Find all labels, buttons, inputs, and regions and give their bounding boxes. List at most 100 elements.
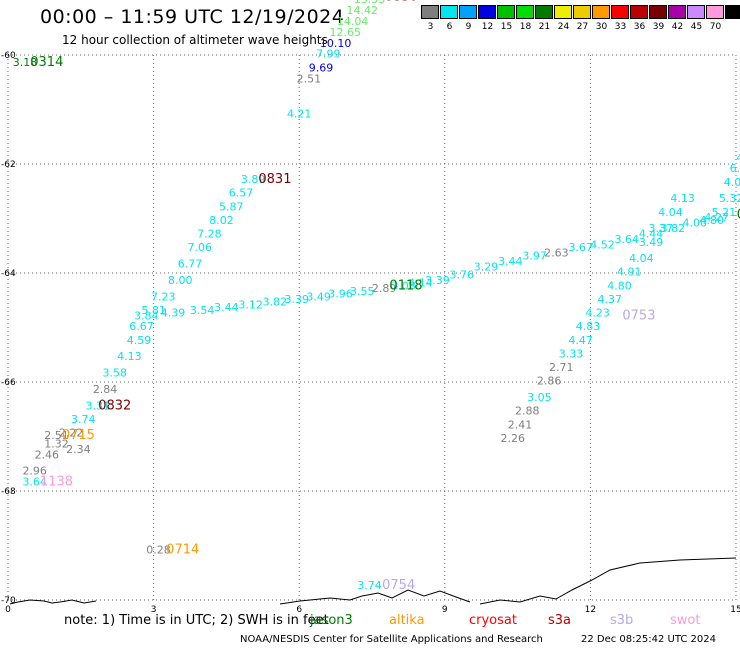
wave-height-point: 14.42 bbox=[347, 4, 379, 17]
coastline-center bbox=[279, 589, 471, 605]
legend-label: 9 bbox=[465, 22, 472, 32]
pass-time-label: 0754 bbox=[382, 578, 415, 593]
wave-height-point: 3.84 bbox=[134, 309, 159, 322]
wave-height-point: 14.04 bbox=[337, 15, 369, 28]
wave-height-point: 3.96 bbox=[328, 288, 353, 301]
legend-swatch bbox=[440, 5, 458, 19]
wave-height-point: 2.89 bbox=[372, 282, 397, 295]
wave-height-point: 3.89 bbox=[241, 173, 266, 186]
wave-height-point: 2.88 bbox=[515, 405, 540, 418]
wave-height-point: 3.44 bbox=[498, 255, 523, 268]
x-tick-label: 6 bbox=[296, 605, 302, 615]
grid-lines bbox=[7, 54, 737, 601]
wave-height-point: 5.32 bbox=[719, 192, 740, 205]
mission-s3a: s3a bbox=[548, 613, 572, 628]
wave-height-point: 6.57 bbox=[229, 187, 254, 200]
credit-line: NOAA/NESDIS Center for Satellite Applica… bbox=[240, 634, 543, 645]
page-subtitle: 12 hour collection of altimeter wave hei… bbox=[62, 33, 328, 47]
wave-height-point: 3.39 bbox=[285, 293, 310, 306]
wave-height-point: 6.0 bbox=[730, 162, 740, 175]
mission-s3b: s3b bbox=[610, 613, 634, 628]
legend-label: 3 bbox=[427, 22, 434, 32]
wave-height-point: 10.10 bbox=[320, 37, 352, 50]
wave-height-point: 7.99 bbox=[316, 48, 341, 61]
legend-swatch bbox=[535, 5, 553, 19]
wave-height-point: 2.26 bbox=[500, 432, 525, 445]
wave-height-point: 3.58 bbox=[103, 367, 128, 380]
legend-swatch bbox=[497, 5, 515, 19]
wave-height-point: 4.59 bbox=[127, 334, 152, 347]
wave-height-point: 4.04 bbox=[629, 252, 654, 265]
wave-height-point: 8.02 bbox=[209, 214, 234, 227]
data-labels: 3.182.963.642.462.511.322.222.343.743.31… bbox=[13, 0, 740, 593]
wave-height-point: 2.96 bbox=[22, 465, 47, 478]
wave-height-point: 7.06 bbox=[187, 241, 212, 254]
wave-height-point: 2.86 bbox=[537, 375, 562, 388]
wave-height-point: 2.22 bbox=[59, 427, 84, 440]
wave-height-point: 3.44 bbox=[214, 301, 239, 314]
wave-height-point: 4.80 bbox=[607, 279, 632, 292]
legend-swatch bbox=[592, 5, 610, 19]
legend-swatch bbox=[573, 5, 591, 19]
wave-height-point: 3.64 bbox=[615, 233, 640, 246]
legend-label: 42 bbox=[671, 22, 684, 32]
generated-time: 22 Dec 08:25:42 UTC 2024 bbox=[581, 634, 716, 645]
wave-height-point: 5.87 bbox=[219, 200, 244, 213]
wave-height-point: 3.05 bbox=[527, 391, 552, 404]
pass-time-label: 0753 bbox=[622, 308, 655, 323]
mission-cryosat: cryosat bbox=[469, 613, 517, 628]
wave-height-point: 3.74 bbox=[71, 413, 96, 426]
wave-height-point: 4.91 bbox=[617, 266, 642, 279]
wave-height-point: 3.64 bbox=[22, 476, 47, 489]
legend-label: 33 bbox=[614, 22, 627, 32]
wave-height-point: 4.44 bbox=[639, 228, 664, 241]
axis-ticks: 0 3 6 9 12 15 -60 -62 -64 -66 -68 -70 bbox=[1, 51, 740, 615]
wave-height-point: 4.13 bbox=[117, 350, 142, 363]
wave-height-point: 3.97 bbox=[522, 249, 547, 262]
x-tick-label: 0 bbox=[5, 605, 11, 615]
y-tick-label: -64 bbox=[1, 269, 16, 279]
wave-height-point: 4.04 bbox=[658, 206, 683, 219]
wave-height-point: 4.21 bbox=[287, 108, 312, 121]
wave-height-point: 4.80 bbox=[699, 214, 724, 227]
x-tick-label: 9 bbox=[442, 605, 448, 615]
legend-swatch bbox=[478, 5, 496, 19]
legend-label: 39 bbox=[652, 22, 665, 32]
wave-height-point: 4.47 bbox=[568, 334, 593, 347]
mission-altika: altika bbox=[389, 613, 425, 628]
wave-height-point: 3.18 bbox=[13, 56, 38, 69]
x-tick-label: 3 bbox=[151, 605, 157, 615]
legend-label: 27 bbox=[576, 22, 589, 32]
wave-height-point: 3.67 bbox=[568, 241, 593, 254]
legend-swatch bbox=[630, 5, 648, 19]
wave-height-point: 2.51 bbox=[44, 429, 69, 442]
wave-height-point: 3.74 bbox=[357, 579, 382, 592]
coastline-right bbox=[479, 557, 737, 605]
wave-height-point: 4.83 bbox=[576, 320, 601, 333]
pass-time-label: 0715 bbox=[62, 428, 95, 443]
wave-height-point: 13.53 bbox=[354, 0, 386, 6]
y-tick-label: -70 bbox=[1, 596, 16, 606]
wave-height-point: 8.00 bbox=[168, 274, 193, 287]
mission-jason3: jason3 bbox=[310, 613, 353, 628]
wave-height-point: 4.27 bbox=[704, 211, 729, 224]
wave-height-point: 6.67 bbox=[129, 320, 154, 333]
legend-label: 12 bbox=[481, 22, 494, 32]
legend-swatch bbox=[649, 5, 667, 19]
wave-height-point: 4.00 bbox=[682, 217, 707, 230]
x-tick-label: 12 bbox=[585, 605, 596, 615]
wave-height-point: 1.32 bbox=[44, 437, 69, 450]
wave-height-point: 2.34 bbox=[66, 443, 91, 456]
legend-swatch bbox=[421, 5, 439, 19]
wave-height-point: 3.49 bbox=[306, 290, 331, 303]
legend-label: 15 bbox=[500, 22, 513, 32]
wave-height-point: 3.49 bbox=[639, 236, 664, 249]
wave-height-point: 2.41 bbox=[508, 418, 533, 431]
wave-height-point: 4.37 bbox=[598, 293, 623, 306]
wave-height-point: 3.12 bbox=[238, 298, 263, 311]
legend-label: 6 bbox=[446, 22, 453, 32]
wave-height-point: 4.39 bbox=[161, 307, 186, 320]
legend-label: 36 bbox=[633, 22, 646, 32]
